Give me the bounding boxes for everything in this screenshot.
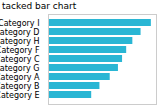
html-text:tacked bar chart: tacked bar chart [2,1,77,11]
svg-text:Category E: Category E [0,91,40,100]
svg-text:Category C: Category C [0,55,40,64]
svg-text:Category B: Category B [0,82,40,91]
svg-text:Category G: Category G [0,64,40,73]
svg-text:Category H: Category H [0,37,40,46]
svg-text:Category F: Category F [0,46,40,55]
svg-text:Category A: Category A [0,73,40,82]
svg-text:Category I: Category I [0,19,40,28]
svg-text:Category D: Category D [0,28,40,37]
